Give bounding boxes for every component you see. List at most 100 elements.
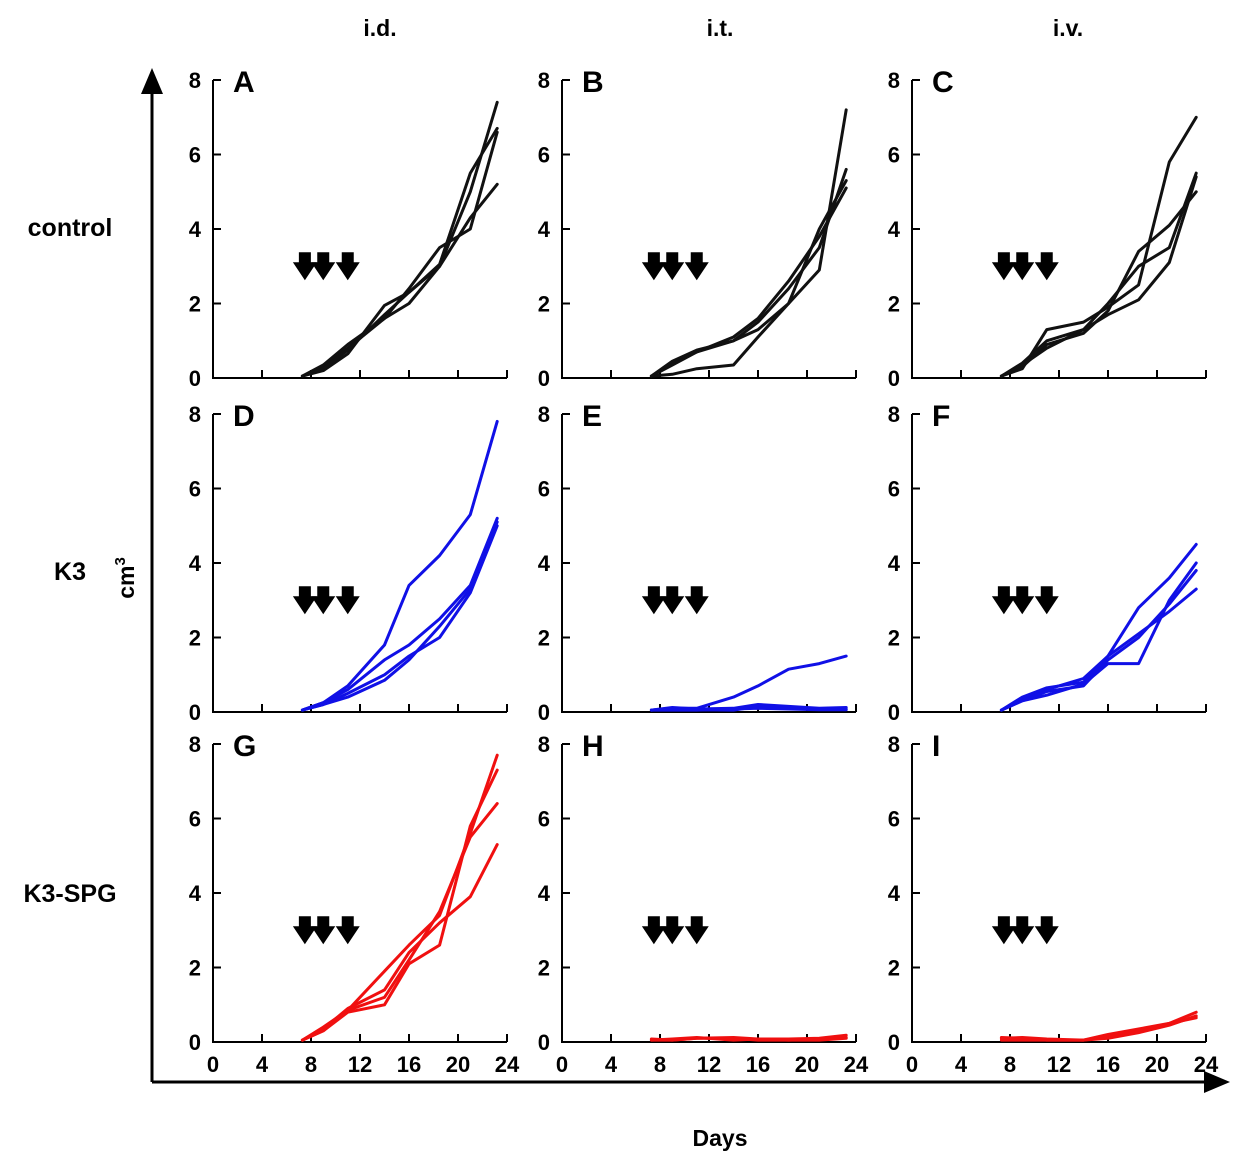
y-tick-label: 0 [538,366,550,391]
growth-curve [999,542,1198,712]
growth-curve [649,1036,848,1042]
growth-curve [300,182,499,378]
x-tick-label: 12 [697,1052,721,1077]
panel-f-axes [911,414,1206,713]
treatment-arrow-icon [641,916,666,945]
y-tick-label: 6 [538,807,550,832]
treatment-arrow-icon [1034,916,1059,945]
panel-b: 0 2 4 6 8 B [538,66,857,391]
y-tick-label: 8 [189,732,201,757]
growth-curve [649,167,848,378]
panel-c-axes [911,80,1206,379]
treatment-arrow-icon [1010,586,1035,615]
treatment-arrow-icon [1010,916,1035,945]
treatment-arrow-icon [1034,586,1059,615]
treatment-arrow-icon [1034,252,1059,281]
treatment-arrow-icon [684,252,709,281]
panel-letter-g: G [233,730,256,763]
y-tick-label: 2 [888,626,900,651]
y-tick-label: 2 [538,626,550,651]
growth-curve [999,587,1198,712]
growth-curve [300,843,499,1042]
growth-curve [300,130,499,378]
y-tick-label: 6 [888,807,900,832]
panel-letter-e: E [582,400,602,433]
growth-curve [649,704,848,712]
y-tick-label: 2 [538,292,550,317]
x-tick-label: 4 [256,1052,269,1077]
y-tick-label: 0 [189,366,201,391]
x-tick-label: 12 [1047,1052,1071,1077]
y-tick-label: 8 [888,68,900,93]
y-tick-label: 6 [189,807,201,832]
y-tick-label: 6 [189,477,201,502]
x-tick-label: 0 [556,1052,568,1077]
panel-d-axes [212,414,507,713]
panel-d: 0 2 4 6 8 D [189,400,508,725]
y-tick-label: 6 [888,143,900,168]
growth-curve [999,175,1198,378]
y-tick-label: 2 [888,956,900,981]
y-tick-label: 0 [538,1030,550,1055]
y-tick-label: 6 [888,477,900,502]
y-tick-label: 6 [189,143,201,168]
y-tick-label: 8 [189,402,201,427]
y-tick-label: 4 [189,881,202,906]
growth-curve [999,115,1198,378]
x-tick-label: 24 [495,1052,520,1077]
x-axis-title: Days [693,1125,748,1151]
y-tick-label: 8 [538,68,550,93]
y-tick-label: 0 [189,1030,201,1055]
panel-a: 0 2 4 6 8 A [189,66,508,391]
y-tick-label: 4 [888,881,901,906]
global-axes: Days cm3 [112,68,1230,1151]
y-tick-label: 0 [888,1030,900,1055]
global-x-axis-arrowhead [1204,1071,1230,1093]
y-tick-label: 8 [538,402,550,427]
treatment-arrow-icon [292,586,317,615]
y-tick-label: 8 [538,732,550,757]
treatment-arrow-icon [991,916,1016,945]
y-tick-label: 0 [888,700,900,725]
y-tick-label: 2 [189,292,201,317]
x-tick-label: 8 [305,1052,317,1077]
x-tick-label: 0 [207,1052,219,1077]
treatment-arrow-icon [660,586,685,615]
panel-letter-c: C [932,66,954,99]
y-tick-label: 0 [888,366,900,391]
growth-curve [999,1016,1198,1042]
global-y-axis-arrowhead [141,68,163,94]
x-tick-label: 16 [397,1052,421,1077]
x-tick-label: 4 [955,1052,968,1077]
y-tick-label: 0 [538,700,550,725]
growth-curve [300,100,499,378]
treatment-arrow-icon [684,586,709,615]
panel-e: 0 2 4 6 8 E [538,400,857,725]
x-tick-label: 16 [1096,1052,1120,1077]
y-tick-label: 4 [538,217,551,242]
treatment-arrow-icon [335,586,360,615]
x-tick-label: 0 [906,1052,918,1077]
panel-h-axes [561,744,856,1043]
treatment-arrow-icon [660,916,685,945]
x-tick-label: 4 [605,1052,618,1077]
y-tick-label: 6 [538,143,550,168]
y-tick-label: 4 [538,551,551,576]
column-headers: i.d. i.t. i.v. [363,15,1083,41]
treatment-arrow-icon [292,252,317,281]
treatment-arrow-icon [292,916,317,945]
panel-i-axes [911,744,1206,1043]
x-tick-label: 24 [1194,1052,1219,1077]
x-tick-label: 16 [746,1052,770,1077]
y-axis-title-superscript: 3 [112,557,129,565]
x-tick-label: 12 [348,1052,372,1077]
panel-b-axes [561,80,856,379]
panel-letter-f: F [932,400,950,433]
treatment-arrow-icon [311,586,336,615]
y-tick-label: 2 [189,626,201,651]
y-tick-label: 4 [538,881,551,906]
growth-curve [999,561,1198,712]
